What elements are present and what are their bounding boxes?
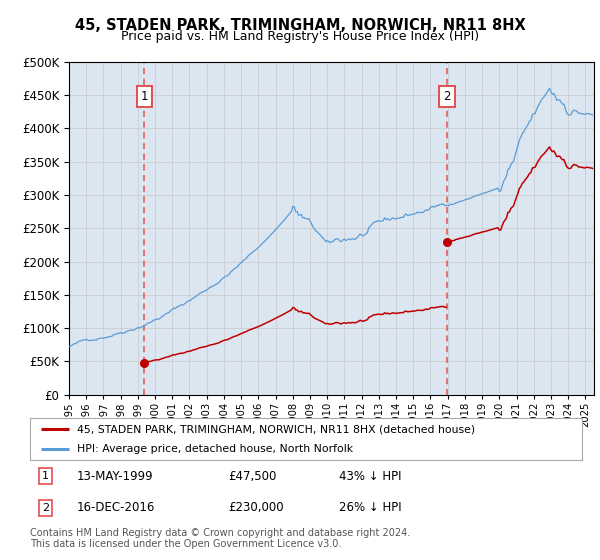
Text: 13-MAY-1999: 13-MAY-1999 [77,470,154,483]
Text: 43% ↓ HPI: 43% ↓ HPI [339,470,401,483]
Text: HPI: Average price, detached house, North Norfolk: HPI: Average price, detached house, Nort… [77,444,353,454]
Text: 26% ↓ HPI: 26% ↓ HPI [339,501,402,514]
Text: Price paid vs. HM Land Registry's House Price Index (HPI): Price paid vs. HM Land Registry's House … [121,30,479,43]
Text: Contains HM Land Registry data © Crown copyright and database right 2024.
This d: Contains HM Land Registry data © Crown c… [30,528,410,549]
Text: 45, STADEN PARK, TRIMINGHAM, NORWICH, NR11 8HX (detached house): 45, STADEN PARK, TRIMINGHAM, NORWICH, NR… [77,424,475,434]
Text: 2: 2 [443,90,451,103]
Text: £230,000: £230,000 [229,501,284,514]
Text: 16-DEC-2016: 16-DEC-2016 [77,501,155,514]
Text: 2: 2 [42,503,49,512]
Text: £47,500: £47,500 [229,470,277,483]
Text: 1: 1 [140,90,148,103]
Text: 45, STADEN PARK, TRIMINGHAM, NORWICH, NR11 8HX: 45, STADEN PARK, TRIMINGHAM, NORWICH, NR… [74,18,526,33]
Text: 1: 1 [42,471,49,481]
